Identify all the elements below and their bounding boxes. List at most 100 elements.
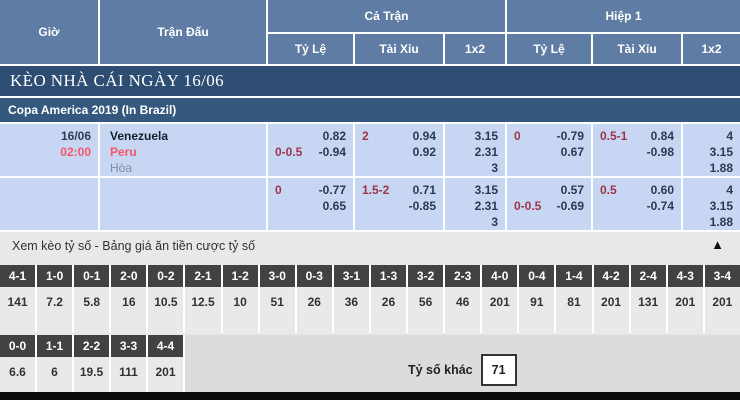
score-cell-4-0[interactable]: 4-0 201: [482, 265, 518, 333]
collapse-arrow-icon[interactable]: ▲: [711, 237, 724, 252]
score-odds-value[interactable]: 5.8: [74, 287, 110, 333]
odds-value[interactable]: 0.92: [412, 145, 436, 159]
score-cell-0-4[interactable]: 0-4 91: [519, 265, 555, 333]
score-cell-1-3[interactable]: 1-3 26: [370, 265, 407, 333]
score-odds-value[interactable]: 141: [0, 287, 36, 333]
ft-handicap-cell[interactable]: 0.82 0-0.5 -0.94: [268, 124, 353, 176]
odds-value[interactable]: 0.71: [412, 183, 436, 197]
score-cell-0-0[interactable]: 0-0 6.6: [0, 335, 35, 392]
h1-1x2-cell[interactable]: 4 3.15 1.88: [683, 178, 740, 230]
odds-value[interactable]: 0.94: [412, 129, 436, 143]
score-cell-0-1[interactable]: 0-1 5.8: [74, 265, 110, 333]
score-odds-value[interactable]: 26: [370, 287, 407, 333]
odds-value[interactable]: -0.94: [318, 145, 346, 159]
ft-handicap-cell[interactable]: 0 -0.77 0.65: [268, 178, 353, 230]
score-odds-value[interactable]: 46: [445, 287, 481, 333]
odds-value[interactable]: -0.98: [646, 145, 674, 159]
column-header-h1-over-under: Tài Xỉu: [593, 34, 681, 64]
score-odds-value[interactable]: 201: [704, 287, 740, 333]
odds-draw[interactable]: 1.88: [709, 215, 733, 229]
odds-value[interactable]: 0.57: [560, 183, 584, 197]
score-cell-2-3[interactable]: 2-3 46: [445, 265, 481, 333]
h1-1x2-cell[interactable]: 4 3.15 1.88: [683, 124, 740, 176]
score-odds-value[interactable]: 10.5: [148, 287, 184, 333]
score-odds-value[interactable]: 10: [222, 287, 258, 333]
score-cell-4-4[interactable]: 4-4 201: [148, 335, 183, 392]
score-cell-3-1[interactable]: 3-1 36: [333, 265, 369, 333]
match-date: 16/06: [60, 129, 91, 143]
league-title-bar[interactable]: Copa America 2019 (In Brazil): [0, 98, 740, 122]
odds-away-win[interactable]: 3.15: [709, 199, 733, 213]
ft-1x2-cell[interactable]: 3.15 2.31 3: [445, 178, 505, 230]
odds-draw[interactable]: 3: [491, 161, 498, 175]
score-cell-4-3[interactable]: 4-3 201: [667, 265, 703, 333]
other-score-odds-box[interactable]: 71: [480, 354, 517, 386]
score-odds-value[interactable]: 36: [333, 287, 369, 333]
score-cell-3-2[interactable]: 3-2 56: [408, 265, 444, 333]
match-teams-cell[interactable]: Venezuela Peru Hòa: [100, 124, 266, 176]
odds-value[interactable]: 0.82: [322, 129, 346, 143]
score-cell-3-0[interactable]: 3-0 51: [259, 265, 295, 333]
odds-away-win[interactable]: 2.31: [474, 145, 498, 159]
ft-over-under-cell[interactable]: 1.5-2 0.71 -0.85: [355, 178, 443, 230]
score-odds-value[interactable]: 6: [37, 357, 72, 392]
score-odds-value[interactable]: 26: [296, 287, 332, 333]
score-cell-4-1[interactable]: 4-1 141: [0, 265, 36, 333]
ft-over-under-cell[interactable]: 2 0.94 0.92: [355, 124, 443, 176]
odds-table-header: Giờ Trận Đấu Cả Trận Hiệp 1 Tỷ Lệ Tài Xỉ…: [0, 0, 740, 64]
odds-value[interactable]: 0.65: [322, 199, 346, 213]
odds-draw[interactable]: 3: [491, 215, 498, 229]
odds-value[interactable]: -0.77: [318, 183, 346, 197]
odds-value[interactable]: -0.85: [408, 199, 436, 213]
score-odds-value[interactable]: 19.5: [74, 357, 109, 392]
score-panel-toggle-bar[interactable]: Xem kèo tỷ số - Bảng giá ăn tiền cược tỷ…: [0, 232, 740, 259]
score-cell-1-4[interactable]: 1-4 81: [556, 265, 592, 333]
odds-value[interactable]: 0.60: [650, 183, 674, 197]
score-odds-value[interactable]: 201: [482, 287, 518, 333]
score-odds-value[interactable]: 201: [593, 287, 629, 333]
score-odds-value[interactable]: 12.5: [185, 287, 221, 333]
odds-value[interactable]: -0.74: [646, 199, 674, 213]
odds-home-win[interactable]: 3.15: [474, 129, 498, 143]
odds-away-win[interactable]: 3.15: [709, 145, 733, 159]
score-odds-value[interactable]: 91: [519, 287, 555, 333]
h1-over-under-cell[interactable]: 0.5-1 0.84 -0.98: [593, 124, 681, 176]
score-odds-value[interactable]: 6.6: [0, 357, 35, 392]
score-odds-row-2: 0-0 6.6 1-1 6 2-2 19.5 3-3 111 4-4 201: [0, 335, 740, 392]
odds-value[interactable]: -0.79: [556, 129, 584, 143]
score-cell-2-0[interactable]: 2-0 16: [111, 265, 147, 333]
score-odds-value[interactable]: 201: [148, 357, 183, 392]
score-odds-value[interactable]: 7.2: [37, 287, 73, 333]
score-cell-2-4[interactable]: 2-4 131: [630, 265, 666, 333]
total-line: 2: [362, 129, 369, 143]
score-cell-4-2[interactable]: 4-2 201: [593, 265, 629, 333]
odds-away-win[interactable]: 2.31: [474, 199, 498, 213]
odds-value[interactable]: 0.67: [560, 145, 584, 159]
score-cell-0-2[interactable]: 0-2 10.5: [148, 265, 184, 333]
odds-draw[interactable]: 1.88: [709, 161, 733, 175]
odds-home-win[interactable]: 4: [726, 129, 733, 143]
score-cell-3-4[interactable]: 3-4 201: [704, 265, 740, 333]
score-odds-value[interactable]: 16: [111, 287, 147, 333]
score-odds-value[interactable]: 131: [630, 287, 666, 333]
score-odds-value[interactable]: 51: [259, 287, 295, 333]
score-odds-value[interactable]: 56: [408, 287, 444, 333]
h1-handicap-cell[interactable]: 0.57 0-0.5 -0.69: [507, 178, 591, 230]
score-cell-1-1[interactable]: 1-1 6: [37, 335, 72, 392]
score-cell-2-2[interactable]: 2-2 19.5: [74, 335, 109, 392]
score-cell-2-1[interactable]: 2-1 12.5: [185, 265, 221, 333]
score-cell-3-3[interactable]: 3-3 111: [111, 335, 146, 392]
odds-value[interactable]: -0.69: [556, 199, 584, 213]
odds-home-win[interactable]: 4: [726, 183, 733, 197]
score-odds-value[interactable]: 111: [111, 357, 146, 392]
score-odds-value[interactable]: 201: [667, 287, 703, 333]
ft-1x2-cell[interactable]: 3.15 2.31 3: [445, 124, 505, 176]
h1-over-under-cell[interactable]: 0.5 0.60 -0.74: [593, 178, 681, 230]
score-cell-1-2[interactable]: 1-2 10: [222, 265, 258, 333]
odds-home-win[interactable]: 3.15: [474, 183, 498, 197]
h1-handicap-cell[interactable]: 0 -0.79 0.67: [507, 124, 591, 176]
score-odds-value[interactable]: 81: [556, 287, 592, 333]
score-cell-1-0[interactable]: 1-0 7.2: [37, 265, 73, 333]
odds-value[interactable]: 0.84: [650, 129, 674, 143]
score-cell-0-3[interactable]: 0-3 26: [296, 265, 332, 333]
